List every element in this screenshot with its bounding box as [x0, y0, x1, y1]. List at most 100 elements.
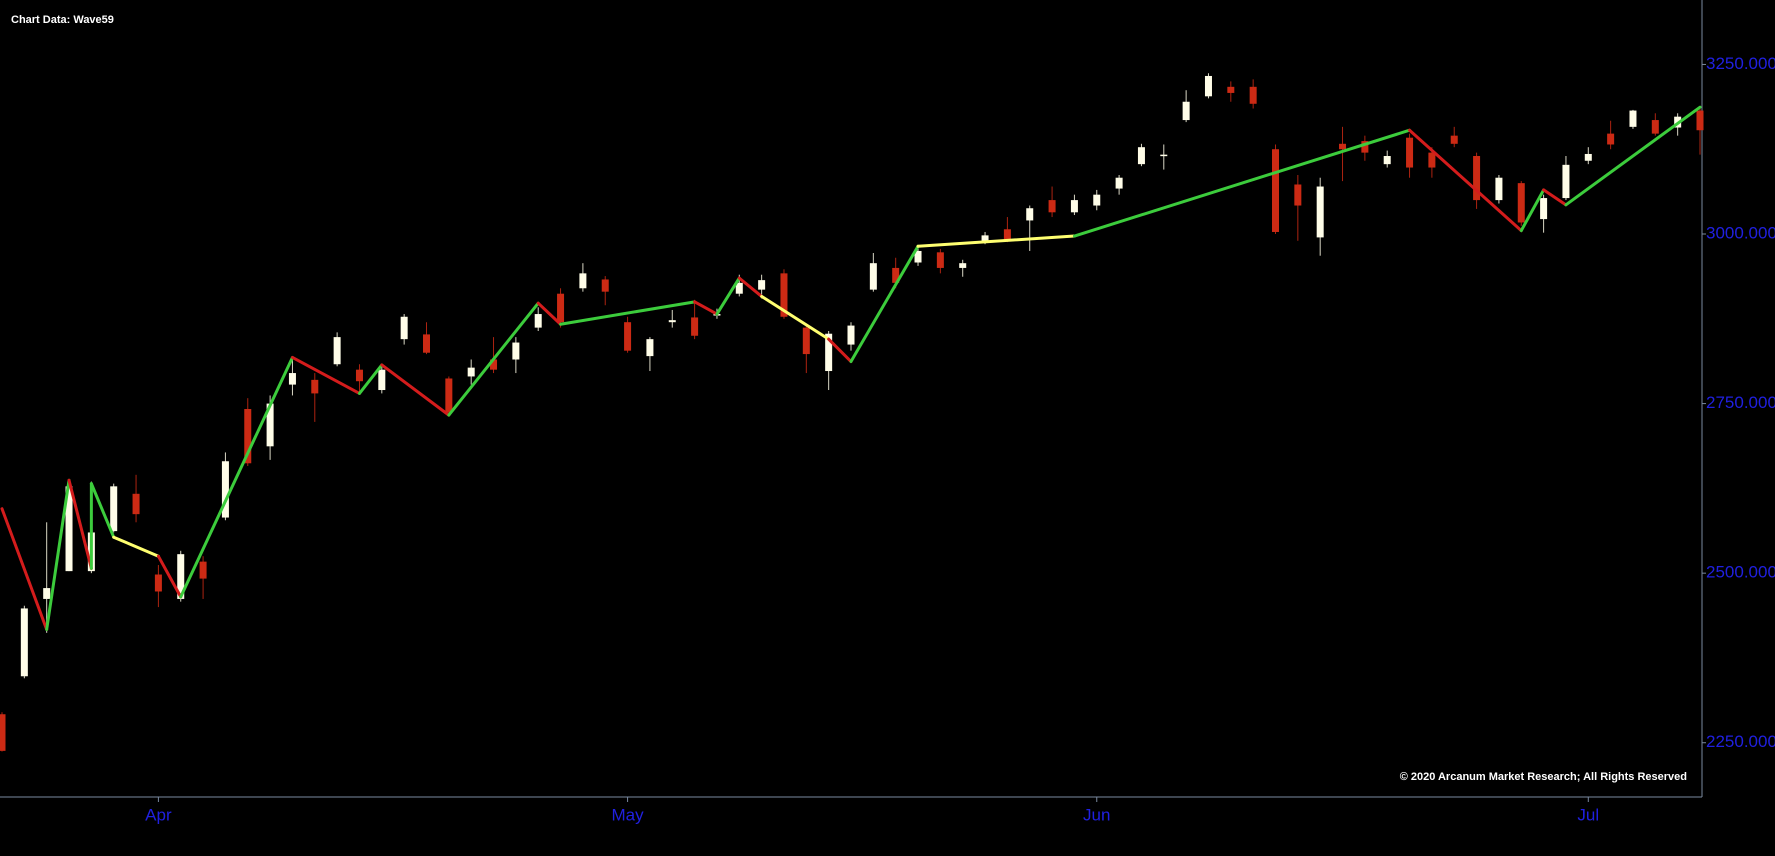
wave-segment [715, 276, 741, 316]
candle-body [490, 359, 498, 370]
candle-body [512, 342, 520, 360]
candle-body [1473, 156, 1481, 201]
wave-segment [0, 507, 49, 631]
candle-body [1003, 229, 1011, 240]
wave-segment [156, 554, 183, 599]
y-tick-label: 3000.000 [1706, 223, 1775, 242]
wave-segment [559, 300, 697, 326]
wave-segment [290, 355, 361, 395]
wave-segment [380, 363, 451, 417]
candle-body [1339, 143, 1347, 150]
candle-body [936, 252, 944, 268]
candle-body [1093, 194, 1101, 206]
candle-body [1540, 198, 1548, 220]
candle-body [1696, 110, 1704, 131]
candle-body [1517, 183, 1525, 223]
candle-body [1562, 164, 1570, 199]
candle-body [1070, 200, 1078, 213]
x-tick-label: Apr [145, 805, 172, 824]
wave-segment [1542, 188, 1568, 207]
x-tick-label: May [612, 805, 645, 824]
x-tick-label: Jun [1083, 805, 1110, 824]
candle-body [199, 561, 207, 579]
candle-body [1428, 152, 1436, 168]
candle-body [1406, 137, 1414, 168]
wave-segment [693, 300, 719, 316]
chart-title: Chart Data: Wave59 [11, 14, 114, 26]
candle-body [0, 714, 6, 751]
candle-body [333, 337, 341, 365]
y-tick-label: 2500.000 [1706, 563, 1775, 582]
candle-body [311, 379, 319, 394]
candle-body [1450, 135, 1458, 144]
candle-body [288, 373, 296, 385]
candle-body [1182, 101, 1190, 121]
wave-segment [447, 301, 540, 417]
candle-body [378, 369, 386, 391]
y-tick-label: 2750.000 [1706, 393, 1775, 412]
candle-body [601, 279, 609, 292]
candle-body [1361, 141, 1369, 153]
candle-body [110, 486, 118, 532]
candle-body [1048, 200, 1056, 213]
candle-body [758, 280, 766, 290]
candle-body [20, 608, 28, 677]
candle-body [132, 493, 140, 515]
copyright: © 2020 Arcanum Market Research; All Righ… [1400, 771, 1687, 783]
candle-body [981, 235, 989, 241]
wave-segment [1519, 188, 1546, 233]
wave-segment [760, 294, 831, 341]
candle-body [65, 486, 73, 572]
candle-body [892, 267, 900, 283]
candle-body [266, 403, 274, 447]
candle-body [825, 333, 833, 372]
wave-segment [536, 301, 563, 326]
candle-body [177, 554, 185, 599]
wave-segment [916, 234, 1076, 248]
wave-segment [89, 482, 116, 539]
candle-body [1249, 86, 1257, 104]
candle-body [1629, 110, 1637, 127]
wave-segment [1072, 128, 1412, 238]
candle-body [1026, 208, 1034, 221]
candle-body [1137, 147, 1145, 165]
candle-body [244, 409, 252, 464]
wave-segment [357, 363, 384, 395]
candle-body [423, 334, 430, 353]
candle-body [959, 263, 967, 268]
candle-body [154, 574, 162, 592]
candle-body [1204, 75, 1212, 97]
candle-body [668, 320, 676, 323]
wave-segment [1564, 105, 1702, 207]
candle-body [1115, 177, 1123, 189]
candle-body [1584, 153, 1592, 161]
candle-body [869, 263, 877, 290]
y-tick-label: 2250.000 [1706, 732, 1775, 751]
wave-segment [827, 337, 853, 364]
candle-body [400, 316, 408, 340]
candle-body [914, 250, 922, 263]
candle-body [557, 293, 565, 323]
candle-body [355, 369, 363, 382]
candle-body [1651, 120, 1659, 134]
wave-segment [45, 478, 71, 631]
candle-body [646, 339, 654, 357]
candle-body [1160, 154, 1168, 157]
candle-body [624, 322, 632, 351]
candle-body [579, 273, 587, 289]
wave-segment [112, 535, 160, 558]
wave-segment [737, 276, 764, 298]
candle-body [534, 314, 542, 328]
candle-body [467, 367, 475, 377]
candle-body [691, 317, 699, 336]
candle-body [1316, 186, 1324, 238]
candle-body [221, 461, 229, 518]
candle-body [1272, 149, 1279, 232]
candle-body [43, 588, 51, 599]
wave-segment [849, 244, 920, 364]
wave-segment [67, 478, 93, 570]
candle-body [1227, 86, 1235, 93]
